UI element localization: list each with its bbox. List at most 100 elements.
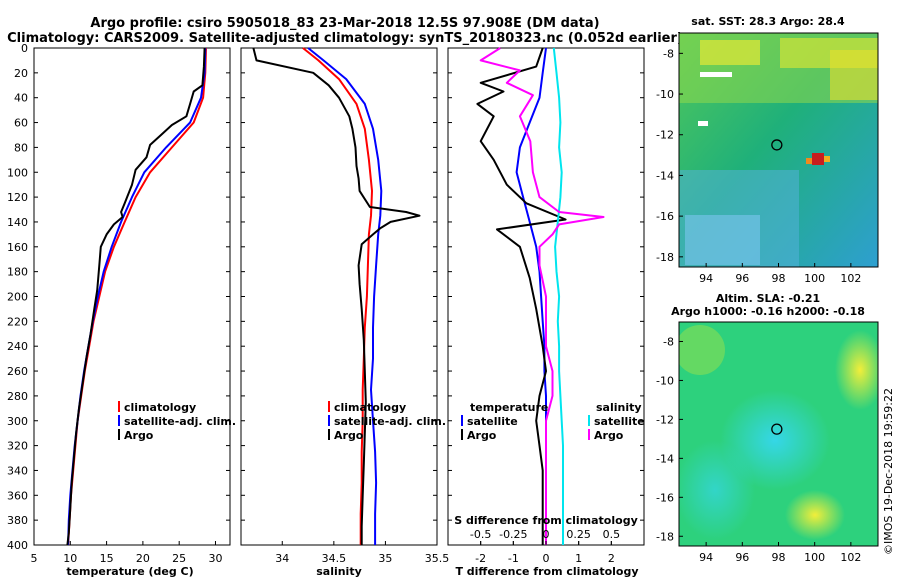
depth-tick-label: 380 — [7, 514, 28, 527]
x-tick-label: -2 — [475, 552, 486, 565]
legend-title-salinity: salinity — [596, 401, 642, 414]
map-y-tick-label: -16 — [656, 210, 674, 223]
depth-tick-label: 180 — [7, 266, 28, 279]
map-y-tick-label: -14 — [656, 452, 674, 465]
depth-tick-label: 120 — [7, 191, 28, 204]
sst-map-axes: 94 96 98 100 102 -8 -10 -12 -14 -16 -18 — [656, 47, 861, 285]
sst-map-image — [679, 33, 878, 267]
depth-tick-label: 160 — [7, 241, 28, 254]
header-title-line1: Argo profile: csiro 5905018_83 23-Mar-20… — [90, 16, 599, 31]
map-y-tick-label: -12 — [656, 129, 674, 142]
x-tick-label: 1 — [575, 552, 582, 565]
series-line-t-satellite — [515, 47, 547, 545]
sst-map-title: sat. SST: 28.3 Argo: 28.4 — [691, 15, 845, 28]
x-tick-label: 0 — [543, 552, 550, 565]
temperature-panel-frame — [33, 47, 231, 546]
legend-title-temperature: temperature — [470, 401, 548, 414]
legend-label-s-argo: Argo — [594, 429, 624, 442]
salinity-xlabel: salinity — [316, 565, 362, 578]
depth-tick-label: 280 — [7, 390, 28, 403]
salinity-plot: 34 34.5 35 35.5 — [241, 47, 449, 565]
x2-tick-label: 0.25 — [566, 528, 591, 541]
map-x-tick-label: 94 — [699, 272, 713, 285]
depth-tick-label: 320 — [7, 440, 28, 453]
legend-label-argo: Argo — [334, 429, 364, 442]
depth-tick-label: 360 — [7, 489, 28, 502]
salinity-panel-frame — [240, 47, 438, 546]
legend-label-climatology: climatology — [334, 401, 406, 414]
legend-label-climatology: climatology — [124, 401, 196, 414]
map-y-tick-label: -16 — [656, 491, 674, 504]
difference-s-xlabel: S difference from climatology — [454, 514, 638, 527]
depth-tick-label: 40 — [14, 92, 28, 105]
depth-axis: 0 20 40 60 80 100 120 140 160 180 200 220 240 260 280 3… — [7, 42, 28, 552]
difference-plot: -2 -1 0 1 2 -0.5 -0.25 0 0.25 0.5 — [448, 47, 644, 565]
x-tick-label: 15 — [100, 552, 114, 565]
x-tick-label: 35 — [378, 552, 392, 565]
depth-tick-label: 60 — [14, 117, 28, 130]
series-line-satellite-adj-clim- — [307, 47, 383, 545]
sla-map-image — [679, 322, 878, 546]
series-line-s-satellite — [552, 47, 564, 545]
depth-tick-label: 260 — [7, 365, 28, 378]
map-x-tick-label: 96 — [735, 551, 749, 564]
depth-tick-label: 300 — [7, 415, 28, 428]
depth-tick-label: 400 — [7, 539, 28, 552]
map-y-tick-label: -12 — [656, 413, 674, 426]
depth-tick-label: 100 — [7, 166, 28, 179]
sla-map-title-line1: Altim. SLA: -0.21 — [716, 292, 820, 305]
legend-label-t-satellite: satellite — [467, 415, 518, 428]
x2-tick-label: -0.25 — [499, 528, 527, 541]
series-line-argo — [66, 47, 206, 546]
depth-tick-label: 220 — [7, 315, 28, 328]
legend-label-s-satellite: satellite — [594, 415, 645, 428]
sla-map-title-line2: Argo h1000: -0.16 h2000: -0.18 — [671, 305, 865, 318]
map-x-tick-label: 96 — [735, 272, 749, 285]
copyright-timestamp: ©IMOS 19-Dec-2018 19:59:22 — [882, 388, 895, 555]
map-x-tick-label: 98 — [772, 272, 786, 285]
map-x-tick-label: 100 — [804, 551, 825, 564]
map-x-tick-label: 94 — [699, 551, 713, 564]
x2-tick-label: 0 — [543, 528, 550, 541]
sla-map-axes: 94 96 98 100 102 -8 -10 -12 -14 -16 -18 — [656, 335, 861, 564]
map-y-tick-label: -10 — [656, 88, 674, 101]
temperature-legend: climatology satellite-adj. clim. Argo — [118, 401, 236, 442]
temperature-plot: 5 10 15 20 25 30 — [31, 47, 230, 565]
map-y-tick-label: -18 — [656, 251, 674, 264]
x-tick-label: 34 — [275, 552, 289, 565]
x2-tick-label: -0.5 — [470, 528, 491, 541]
header-title-line2: Climatology: CARS2009. Satellite-adjuste… — [7, 31, 683, 46]
series-line-s-argo — [479, 47, 605, 545]
depth-tick-label: 140 — [7, 216, 28, 229]
x-tick-label: 34.5 — [322, 552, 347, 565]
map-x-tick-label: 98 — [772, 551, 786, 564]
depth-tick-label: 240 — [7, 340, 28, 353]
x2-tick-label: 0.5 — [603, 528, 621, 541]
x-tick-label: 5 — [31, 552, 38, 565]
series-line-t-argo — [476, 47, 567, 545]
depth-tick-label: 20 — [14, 67, 28, 80]
difference-legend: temperature satellite Argo salinity sate… — [461, 401, 645, 442]
legend-label-satellite-adj: satellite-adj. clim. — [334, 415, 446, 428]
series-line-climatology — [67, 47, 207, 546]
series-line-satellite-adj-clim- — [67, 47, 207, 546]
depth-tick-label: 340 — [7, 464, 28, 477]
sla-argo-location-marker — [771, 423, 783, 435]
map-y-tick-label: -10 — [656, 374, 674, 387]
map-x-tick-label: 100 — [804, 272, 825, 285]
map-x-tick-label: 102 — [840, 551, 861, 564]
x-tick-label: 25 — [172, 552, 186, 565]
temperature-xlabel: temperature (deg C) — [66, 565, 193, 578]
depth-tick-label: 80 — [14, 141, 28, 154]
series-line-climatology — [302, 47, 373, 545]
x-tick-label: 30 — [208, 552, 222, 565]
map-y-tick-label: -18 — [656, 530, 674, 543]
map-y-tick-label: -8 — [663, 335, 674, 348]
map-y-tick-label: -8 — [663, 47, 674, 60]
salinity-legend: climatology satellite-adj. clim. Argo — [328, 401, 446, 442]
map-x-tick-label: 102 — [840, 272, 861, 285]
depth-tick-label: 0 — [21, 42, 28, 55]
x-tick-label: 2 — [608, 552, 615, 565]
series-line-argo — [252, 47, 421, 545]
